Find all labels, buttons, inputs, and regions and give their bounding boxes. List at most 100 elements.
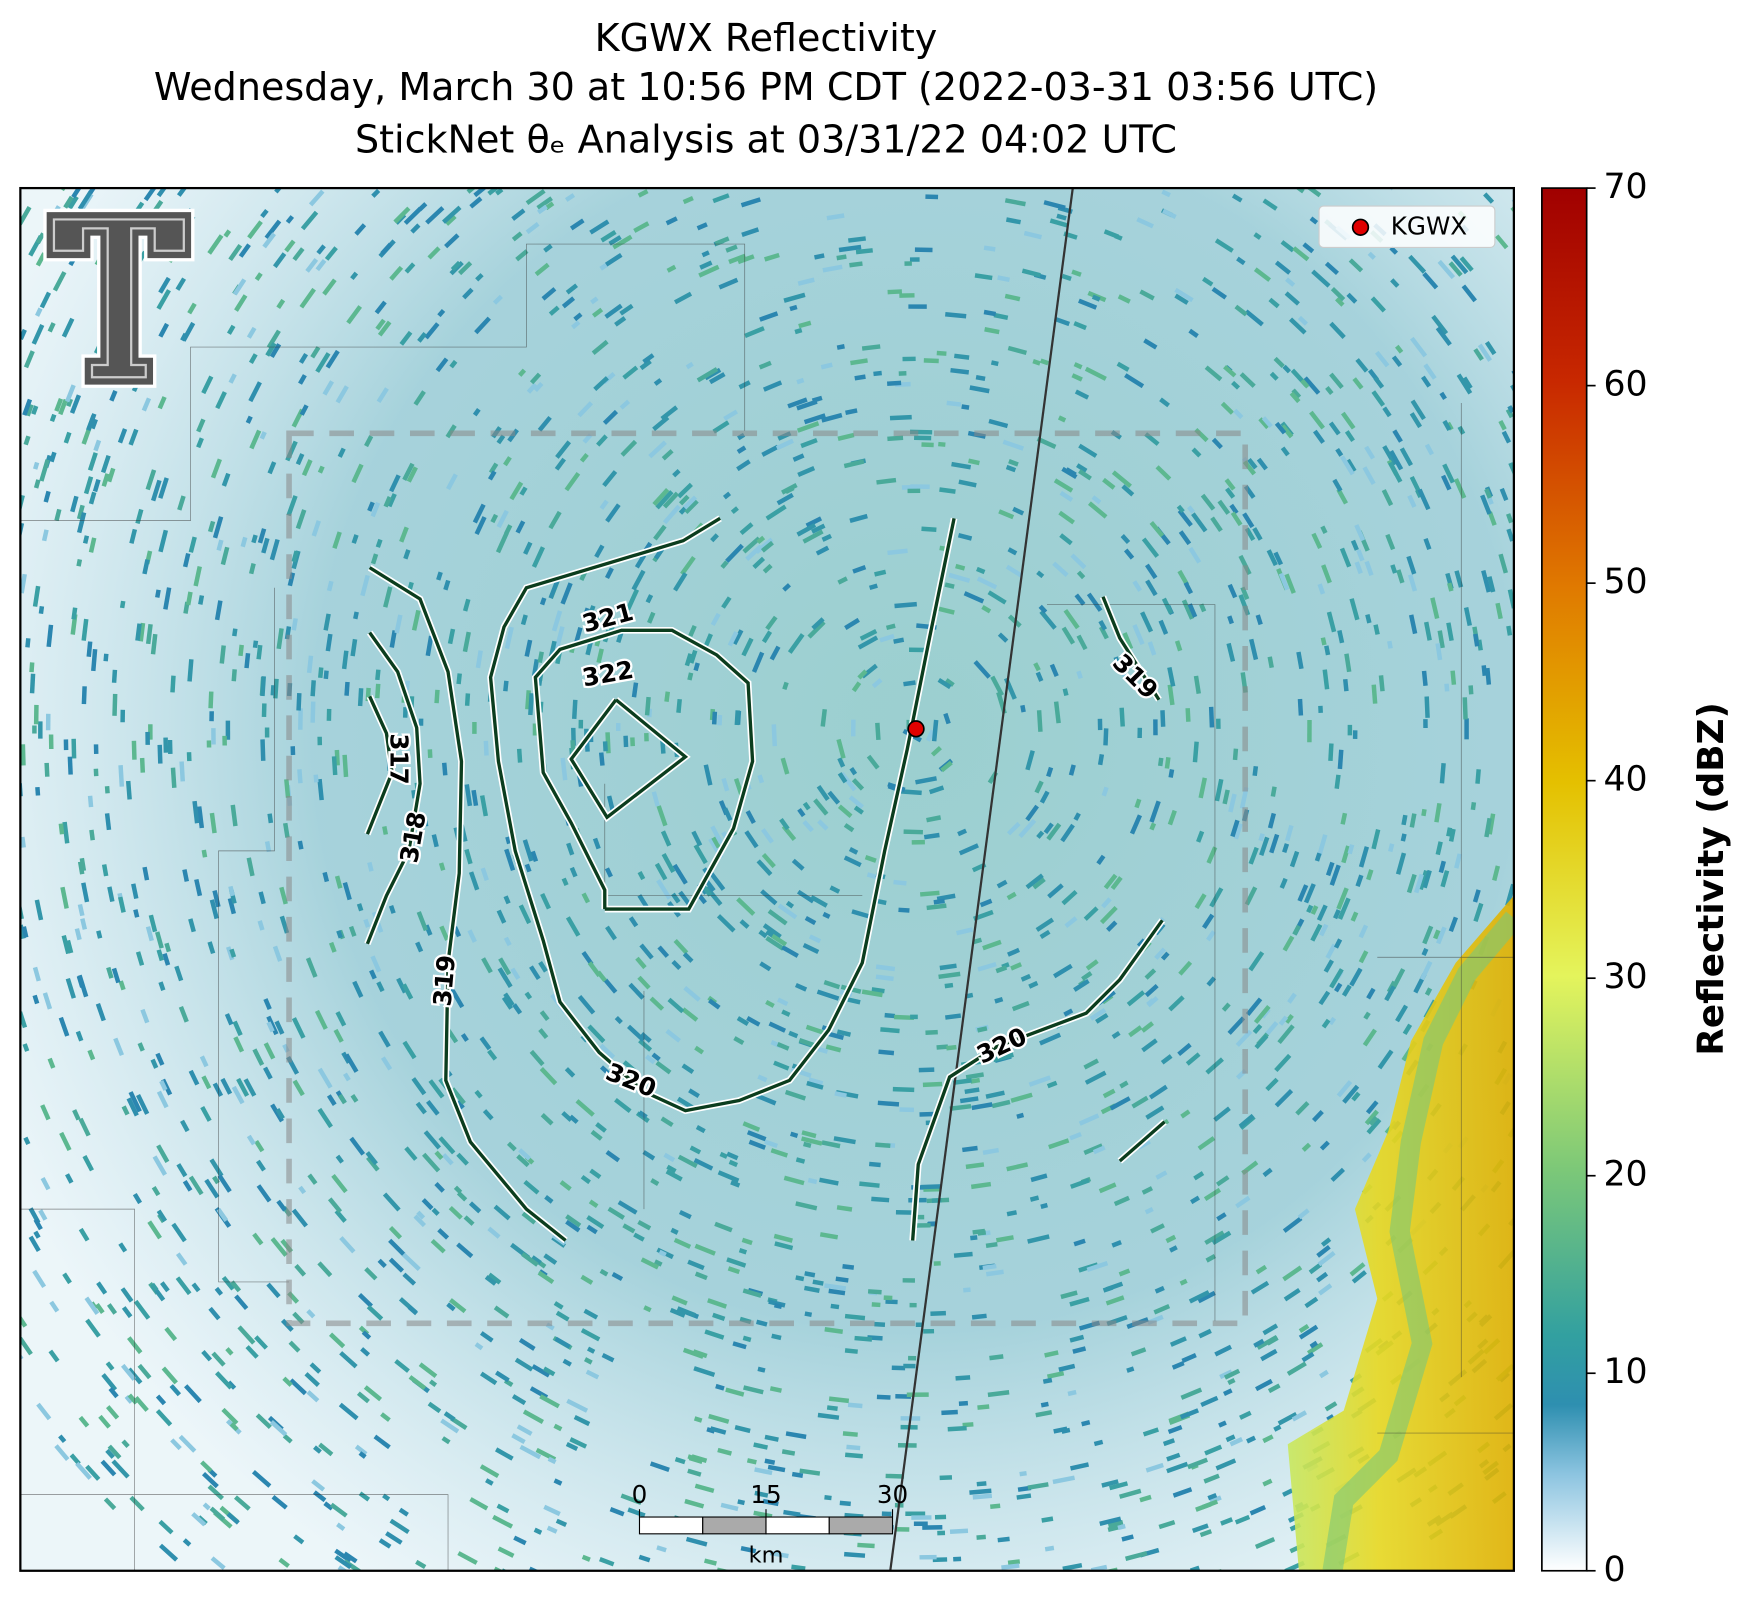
echo: [264, 841, 272, 853]
echo: [1149, 800, 1161, 823]
echo: [33, 461, 40, 470]
echo: [982, 1263, 997, 1271]
echo: [78, 1117, 91, 1137]
echo: [637, 1219, 652, 1231]
echo: [575, 1099, 595, 1117]
echo: [808, 934, 822, 944]
echo: [728, 1159, 738, 1168]
echo: [660, 830, 672, 847]
echo: [824, 1283, 847, 1291]
echo: [746, 1458, 757, 1465]
echo: [86, 413, 97, 431]
echo: [236, 1077, 250, 1097]
echo: [519, 486, 528, 496]
echo: [276, 628, 284, 650]
echo: [1461, 284, 1477, 303]
echo: [356, 903, 364, 912]
echo: [799, 1468, 821, 1476]
echo: [366, 1304, 384, 1321]
echo: [1421, 375, 1432, 388]
echo: [937, 677, 952, 690]
echo: [1435, 326, 1452, 347]
echo: [93, 768, 99, 777]
echo: [142, 866, 150, 881]
echo: [548, 640, 557, 658]
echo: [587, 605, 596, 616]
echo: [170, 675, 176, 693]
echo: [1501, 430, 1512, 444]
echo: [640, 1257, 660, 1270]
echo: [1283, 1287, 1301, 1302]
echo: [450, 1416, 468, 1431]
echo: [415, 1101, 427, 1115]
echo: [279, 886, 288, 905]
echo: [1366, 987, 1376, 1000]
echo: [106, 1405, 120, 1420]
echo: [1255, 1264, 1268, 1275]
echo: [1224, 478, 1236, 491]
contour-line: [368, 566, 567, 1242]
echo: [1347, 724, 1353, 736]
echo: [1358, 846, 1370, 868]
echo: [848, 795, 864, 809]
echo: [1223, 364, 1237, 378]
echo: [475, 650, 483, 669]
echo: [229, 1422, 239, 1432]
colorbar-tick-label: 70: [1603, 167, 1647, 207]
echo: [852, 565, 867, 574]
contour-label: 317: [385, 733, 414, 784]
echo: [322, 278, 337, 296]
echo: [326, 1094, 337, 1106]
echo: [1061, 1427, 1071, 1434]
echo: [271, 1494, 288, 1510]
echo: [1226, 642, 1236, 662]
echo: [227, 1380, 237, 1390]
echo: [1185, 708, 1191, 722]
echo: [712, 193, 730, 204]
echo: [800, 437, 818, 449]
echo: [619, 303, 634, 316]
echo: [1366, 869, 1374, 881]
echo: [1352, 730, 1358, 739]
echo: [653, 378, 663, 386]
echo: [773, 1060, 790, 1071]
echo: [34, 899, 44, 921]
echo: [652, 488, 670, 507]
echo: [821, 1140, 841, 1149]
echo: [595, 1122, 607, 1133]
echo: [228, 885, 235, 897]
echo: [851, 909, 872, 920]
echo: [992, 1052, 1014, 1063]
echo: [32, 966, 41, 982]
echo: [294, 1264, 307, 1277]
echo: [1128, 1025, 1143, 1038]
echo: [768, 1021, 787, 1033]
echo: [895, 1210, 914, 1215]
echo: [938, 971, 961, 980]
echo: [1172, 1487, 1193, 1498]
echo: [460, 1033, 469, 1042]
echo: [1301, 1142, 1312, 1152]
echo: [1399, 447, 1413, 467]
echo: [972, 937, 983, 945]
echo: [1282, 1265, 1303, 1282]
echo: [1439, 763, 1446, 784]
echo: [240, 536, 248, 548]
echo: [634, 553, 647, 569]
echo: [566, 1398, 589, 1413]
echo: [1273, 356, 1285, 369]
echo: [1205, 1254, 1216, 1263]
echo: [231, 1085, 245, 1105]
echo: [201, 1472, 219, 1489]
echo: [1103, 229, 1120, 239]
echo: [671, 1295, 688, 1306]
echo: [233, 1036, 245, 1053]
echo: [644, 732, 649, 742]
echo: [1097, 754, 1105, 766]
echo: [1147, 641, 1157, 656]
echo: [1421, 670, 1428, 687]
echo: [577, 401, 593, 418]
echo: [378, 1538, 392, 1549]
echo: [322, 871, 330, 883]
echo: [297, 840, 304, 850]
